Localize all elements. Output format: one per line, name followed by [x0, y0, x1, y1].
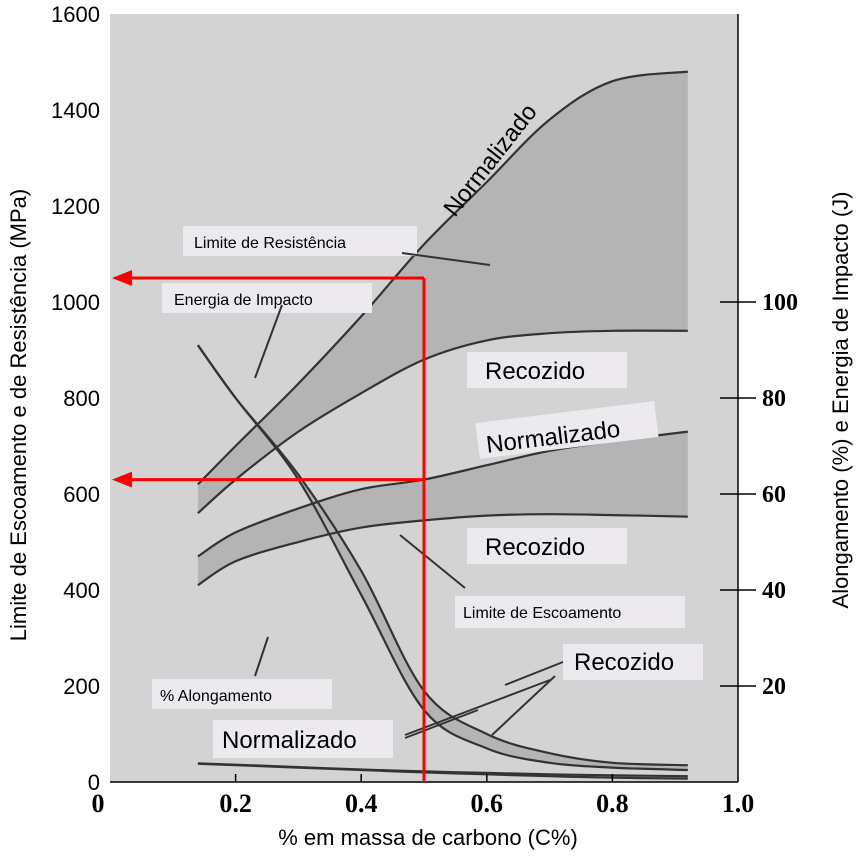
x-tick-label-3: 0.6 [471, 789, 504, 818]
y-axis-title: Limite de Escoamento e de Resistência (M… [6, 189, 31, 641]
y-tick-label-8: 1600 [51, 2, 100, 27]
label-limite-resistencia: Limite de Resistência [183, 226, 417, 256]
x-tick-label-4: 0.8 [596, 789, 629, 818]
y-tick-label-6: 1200 [51, 194, 100, 219]
label-recozido-escoamento: Recozido [467, 528, 627, 564]
x-tick-label-0: 0 [92, 789, 105, 818]
reference-lines [112, 270, 426, 782]
y2-tick-label-0: 20 [762, 674, 786, 700]
label-recozido-alongamento: Recozido [563, 644, 703, 680]
y-tick-label-3: 600 [63, 482, 100, 507]
label-alongamento: % Alongamento [152, 679, 332, 709]
svg-text:Recozido: Recozido [485, 358, 585, 385]
y-tick-label-2: 400 [63, 578, 100, 603]
label-recozido-resistencia: Recozido [467, 352, 627, 388]
label-limite-escoamento: Limite de Escoamento [455, 596, 685, 628]
x-tick-label-5: 1.0 [722, 789, 755, 818]
x-tick-label-2: 0.4 [345, 789, 378, 818]
svg-text:Recozido: Recozido [574, 649, 674, 676]
y-tick-label-0: 0 [88, 770, 100, 795]
svg-text:Limite de Escoamento: Limite de Escoamento [463, 605, 621, 622]
svg-text:Normalizado: Normalizado [222, 727, 357, 754]
x-tick-label-1: 0.2 [219, 789, 252, 818]
svg-text:Energia de Impacto: Energia de Impacto [174, 292, 313, 309]
y2-axis-title: Alongamento (%) e Energia de Impacto (J) [828, 192, 853, 609]
label-normalizado-impacto: Normalizado [213, 720, 393, 758]
y-tick-label-4: 800 [63, 386, 100, 411]
y-tick-label-1: 200 [63, 674, 100, 699]
label-energia-impacto: Energia de Impacto [162, 283, 372, 313]
x-axis-title: % em massa de carbono (C%) [278, 825, 578, 850]
leader-lines [254, 252, 564, 739]
svg-text:Limite de Resistência: Limite de Resistência [194, 235, 346, 252]
series-line-1 [197, 70, 688, 486]
ref-arrowhead-1 [112, 270, 132, 286]
y-tick-label-7: 1400 [51, 98, 100, 123]
y2-tick-label-2: 60 [762, 482, 786, 508]
y2-tick-label-3: 80 [762, 386, 786, 412]
svg-text:Recozido: Recozido [485, 534, 585, 561]
ref-arrowhead-2 [112, 471, 132, 488]
y2-tick-label-1: 40 [762, 578, 786, 604]
y2-tick-label-4: 100 [762, 290, 798, 316]
series-line-8 [197, 344, 688, 767]
svg-text:% Alongamento: % Alongamento [160, 688, 272, 705]
band-limite-escoamento [197, 431, 688, 586]
band-limite-resistencia [197, 71, 688, 514]
y-tick-label-5: 1000 [51, 290, 100, 315]
